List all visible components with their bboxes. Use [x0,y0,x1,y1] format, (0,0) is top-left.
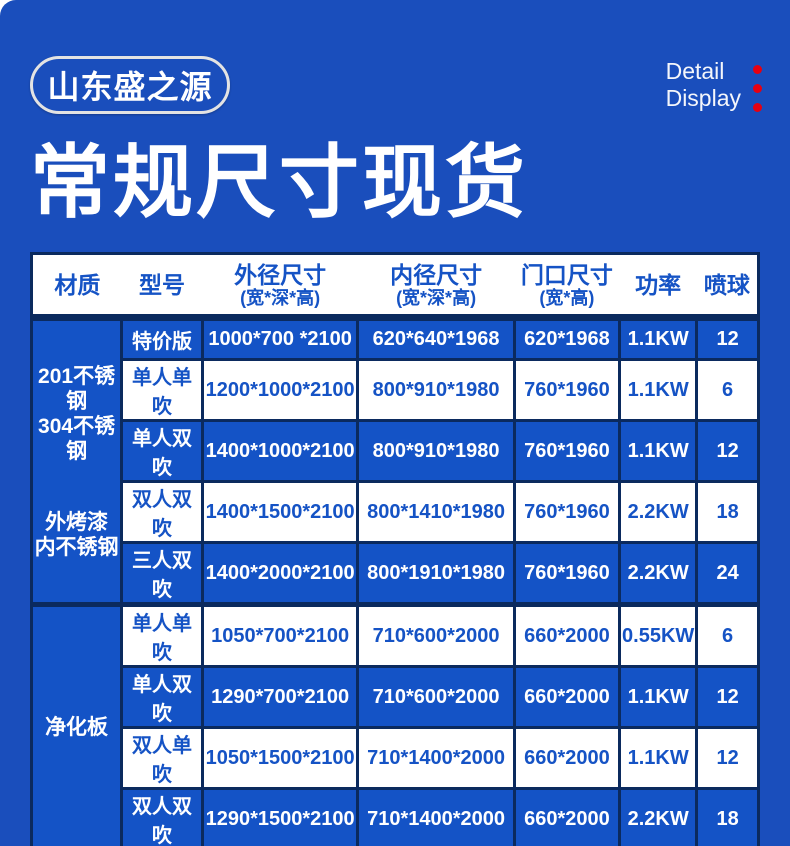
model-cell: 单人单吹 [120,602,204,668]
power-cell: 1.1KW [618,419,699,483]
inner-dim-cell: 710*1400*2000 [356,726,516,790]
model-cell: 单人单吹 [120,358,204,422]
door-dim-cell: 620*1968 [512,316,622,361]
col-header-door: 门口尺寸 (宽*高) [514,253,620,321]
model-cell: 特价版 [120,316,204,361]
power-cell: 2.2KW [618,541,699,606]
inner-dim-cell: 710*1400*2000 [356,787,516,846]
page-title: 常规尺寸现货 [30,140,528,228]
material-cell-purification: 净化板 [29,602,124,846]
col-header-material: 材质 [31,253,122,321]
outer-dim-cell: 1290*700*2100 [200,665,360,729]
door-dim-cell: 660*2000 [512,665,622,729]
spec-table: 材质 型号 外径尺寸 (宽*深*高) 内径尺寸 (宽*深*高) 门口尺寸 (宽*高) … [29,252,760,846]
table-row: 双人单吹 1050*1500*2100 710*1400*2000 660*20… [32,726,760,790]
inner-dim-cell: 620*640*1968 [356,316,516,361]
red-dots-decoration [753,58,762,112]
table-row: 双人双吹 1400*1500*2100 800*1410*1980 760*19… [32,480,760,544]
material-cell-steel: 201不锈钢 304不锈钢 外烤漆 内不锈钢 [29,316,124,606]
power-cell: 1.1KW [618,726,699,790]
col-header-inner: 内径尺寸 (宽*深*高) [357,253,515,321]
outer-dim-cell: 1000*700 *2100 [200,316,360,361]
inner-dim-cell: 800*910*1980 [356,419,516,483]
outer-dim-cell: 1400*1000*2100 [200,419,360,483]
outer-dim-cell: 1200*1000*2100 [200,358,360,422]
col-header-model: 型号 [121,253,203,321]
table-row: 单人双吹 1290*700*2100 710*600*2000 660*2000… [32,665,760,729]
table-header-row: 材质 型号 外径尺寸 (宽*深*高) 内径尺寸 (宽*深*高) 门口尺寸 (宽*高) … [31,253,759,321]
door-dim-cell: 760*1960 [512,480,622,544]
table-row: 净化板 单人单吹 1050*700*2100 710*600*2000 660*… [29,602,760,846]
balls-cell: 12 [695,419,760,483]
outer-dim-cell: 1400*1500*2100 [200,480,360,544]
balls-cell: 6 [695,358,760,422]
door-dim-cell: 660*2000 [512,787,622,846]
header-row: 山东盛之源 Detail Display [0,0,790,114]
model-cell: 双人双吹 [120,787,204,846]
inner-dim-cell: 710*600*2000 [356,602,516,668]
outer-dim-cell: 1400*2000*2100 [200,541,360,606]
power-cell: 1.1KW [618,358,699,422]
detail-display-text: Detail Display [666,58,741,112]
red-dot-icon [753,103,762,112]
table-row: 单人单吹 1200*1000*2100 800*910*1980 760*196… [32,358,760,422]
balls-cell: 18 [695,787,760,846]
inner-dim-cell: 800*910*1980 [356,358,516,422]
model-cell: 双人双吹 [120,480,204,544]
balls-cell: 6 [695,602,760,668]
model-cell: 三人双吹 [120,541,204,606]
col-header-power: 功率 [619,253,697,321]
balls-cell: 18 [695,480,760,544]
model-cell: 单人双吹 [120,419,204,483]
detail-line1: Detail [665,58,725,84]
door-dim-cell: 660*2000 [512,726,622,790]
balls-cell: 24 [695,541,760,606]
detail-display: Detail Display [666,58,762,112]
power-cell: 1.1KW [618,665,699,729]
balls-cell: 12 [695,316,760,361]
door-dim-cell: 760*1960 [512,541,622,606]
table-row: 三人双吹 1400*2000*2100 800*1910*1980 760*19… [32,541,760,606]
inner-dim-cell: 800*1410*1980 [356,480,516,544]
brand-badge: 山东盛之源 [30,56,230,114]
red-dot-icon [753,84,762,93]
balls-cell: 12 [695,665,760,729]
inner-dim-cell: 710*600*2000 [356,665,516,729]
table-row: 201不锈钢 304不锈钢 外烤漆 内不锈钢 特价版 1000*700 *210… [29,316,760,606]
model-cell: 双人单吹 [120,726,204,790]
col-header-balls: 喷球 [696,253,759,321]
brand-badge-label: 山东盛之源 [47,69,213,105]
outer-dim-cell: 1290*1500*2100 [200,787,360,846]
power-cell: 2.2KW [618,787,699,846]
outer-dim-cell: 1050*700*2100 [200,602,360,668]
balls-cell: 12 [695,726,760,790]
outer-dim-cell: 1050*1500*2100 [200,726,360,790]
model-cell: 单人双吹 [120,665,204,729]
power-cell: 2.2KW [618,480,699,544]
red-dot-icon [753,65,762,74]
table-row: 双人双吹 1290*1500*2100 710*1400*2000 660*20… [32,787,760,846]
table-row: 单人双吹 1400*1000*2100 800*910*1980 760*196… [32,419,760,483]
detail-line2: Display [665,85,741,111]
col-header-outer: 外径尺寸 (宽*深*高) [202,253,358,321]
door-dim-cell: 660*2000 [512,602,622,668]
inner-dim-cell: 800*1910*1980 [356,541,516,606]
door-dim-cell: 760*1960 [512,358,622,422]
power-cell: 1.1KW [618,316,699,361]
door-dim-cell: 760*1960 [512,419,622,483]
power-cell: 0.55KW [618,602,699,668]
